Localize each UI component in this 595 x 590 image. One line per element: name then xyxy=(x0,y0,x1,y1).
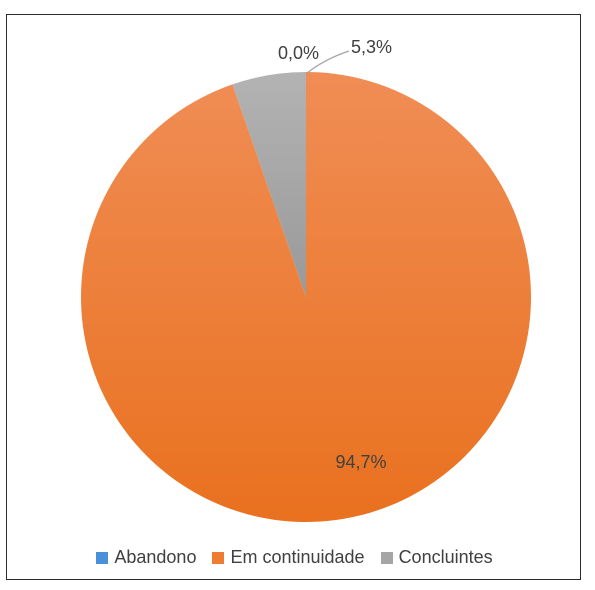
pie-chart: 0,0% 94,7% 5,3% xyxy=(80,37,531,522)
data-label-abandono: 0,0% xyxy=(278,43,319,63)
legend-swatch-em-continuidade xyxy=(212,551,225,564)
data-label-em-continuidade: 94,7% xyxy=(335,452,386,472)
legend-label-concluintes: Concluintes xyxy=(398,547,493,567)
pie-slice-concluintes xyxy=(232,72,306,297)
legend-label-em-continuidade: Em continuidade xyxy=(230,547,365,567)
legend-swatch-abandono xyxy=(96,551,109,564)
legend-item-em-continuidade: Em continuidade xyxy=(212,547,365,568)
leader-line-concluintes xyxy=(306,50,350,74)
legend-label-abandono: Abandono xyxy=(114,547,197,567)
chart-frame: 0,0% 94,7% 5,3% Abandono Em continuidade C… xyxy=(6,14,581,580)
data-label-concluintes: 5,3% xyxy=(351,37,392,57)
chart-legend: Abandono Em continuidade Concluintes xyxy=(7,547,582,568)
legend-item-concluintes: Concluintes xyxy=(380,547,493,568)
legend-swatch-concluintes xyxy=(380,551,393,564)
legend-item-abandono: Abandono xyxy=(96,547,196,568)
